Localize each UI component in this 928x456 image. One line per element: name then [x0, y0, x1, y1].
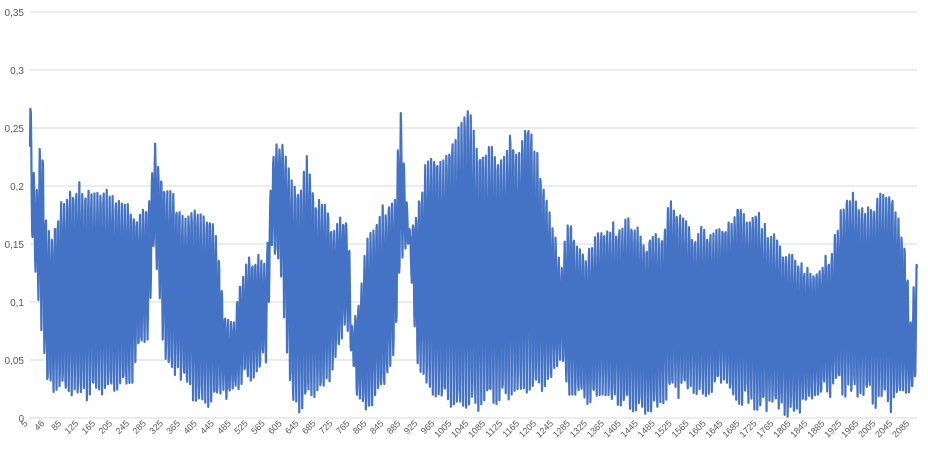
x-tick-label: 1965 [839, 418, 860, 439]
x-tick-label: 1605 [687, 418, 708, 439]
y-tick-label: 0,35 [5, 8, 25, 19]
x-tick-label: 1645 [704, 418, 725, 439]
x-tick-label: 1725 [737, 418, 758, 439]
y-tick-label: 0,3 [10, 66, 24, 77]
x-tick-label: 485 [215, 418, 233, 436]
x-tick-label: 2005 [856, 418, 877, 439]
x-tick-label: 1325 [568, 418, 589, 439]
x-tick-label: 525 [232, 418, 250, 436]
x-tick-label: 285 [130, 418, 148, 436]
series-line [28, 107, 919, 418]
x-tick-label: 2045 [873, 418, 894, 439]
x-tick-label: 1765 [754, 418, 775, 439]
y-tick-label: 0,1 [10, 298, 24, 309]
x-tick-label: 605 [266, 418, 284, 436]
x-tick-label: 46 [32, 418, 46, 432]
x-tick-label: 245 [113, 418, 131, 436]
x-tick-label: 685 [300, 418, 318, 436]
x-tick-label: 725 [317, 418, 335, 436]
x-tick-label: 925 [402, 418, 420, 436]
y-tick-label: 0 [18, 414, 24, 425]
x-tick-label: 1845 [788, 418, 809, 439]
x-tick-label: 1925 [822, 418, 843, 439]
y-tick-label: 0,05 [5, 356, 25, 367]
x-tick-label: 1085 [466, 418, 487, 439]
y-tick-label: 0,15 [5, 240, 25, 251]
x-tick-label: 1525 [653, 418, 674, 439]
x-tick-label: 85 [49, 418, 63, 432]
x-tick-label: 445 [198, 418, 216, 436]
y-tick-label: 0,25 [5, 124, 25, 135]
x-tick-label: 1805 [771, 418, 792, 439]
x-tick-label: 1685 [720, 418, 741, 439]
x-tick-label: 1205 [517, 418, 538, 439]
x-tick-label: 1005 [432, 418, 453, 439]
x-tick-label: 645 [283, 418, 301, 436]
x-tick-label: 1165 [500, 418, 521, 439]
x-tick-label: 1485 [636, 418, 657, 439]
x-tick-label: 1885 [805, 418, 826, 439]
x-tick-label: 325 [147, 418, 165, 436]
x-tick-label: 5 [19, 418, 30, 429]
x-tick-label: 1125 [484, 418, 505, 439]
x-tick-label: 405 [181, 418, 199, 436]
x-tick-label: 805 [351, 418, 369, 436]
x-tick-label: 1045 [449, 418, 470, 439]
x-tick-label: 885 [385, 418, 403, 436]
x-tick-label: 765 [334, 418, 352, 436]
x-tick-label: 1245 [534, 418, 555, 439]
x-tick-label: 1405 [602, 418, 623, 439]
x-tick-label: 1445 [619, 418, 640, 439]
x-tick-label: 165 [80, 418, 98, 436]
x-tick-label: 205 [97, 418, 115, 436]
x-tick-label: 1365 [585, 418, 606, 439]
y-axis-ticks: 0 0,05 0,1 0,15 0,2 0,25 0,3 0,35 [5, 8, 25, 425]
y-tick-label: 0,2 [10, 182, 24, 193]
x-tick-label: 365 [164, 418, 182, 436]
x-tick-label: 565 [249, 418, 267, 436]
x-axis-ticks: 5 46 85 125 165 205 245 285 325 365 405 445 485 525 56… [19, 418, 912, 439]
x-tick-label: 2085 [890, 418, 911, 439]
x-tick-label: 845 [368, 418, 386, 436]
x-tick-label: 1285 [551, 418, 572, 439]
x-tick-label: 1565 [670, 418, 691, 439]
series-layer [28, 107, 919, 418]
x-tick-label: 125 [63, 418, 81, 436]
